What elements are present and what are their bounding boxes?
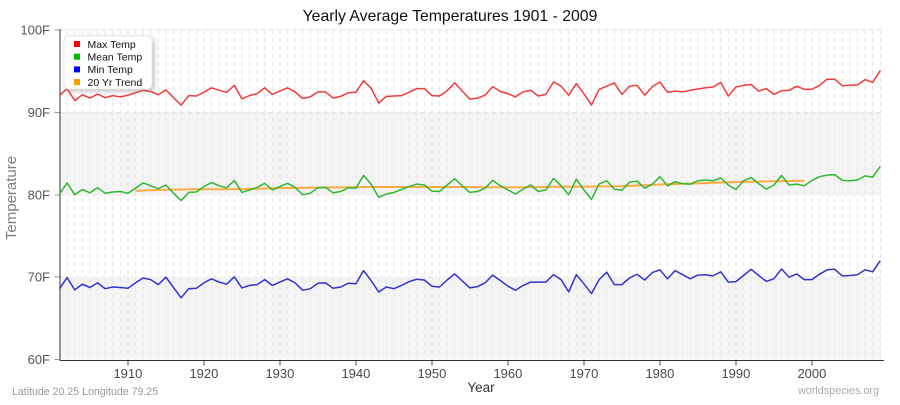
svg-text:1950: 1950 [417,366,446,381]
svg-text:1930: 1930 [265,366,294,381]
svg-text:70F: 70F [28,270,50,285]
svg-text:Temperature: Temperature [3,156,20,240]
svg-text:Mean Temp: Mean Temp [88,52,143,64]
svg-text:1980: 1980 [645,366,674,381]
svg-text:1920: 1920 [189,366,218,381]
svg-text:2000: 2000 [797,366,826,381]
svg-text:1910: 1910 [113,366,142,381]
svg-text:1960: 1960 [493,366,522,381]
svg-text:Min Temp: Min Temp [88,64,133,76]
svg-text:1970: 1970 [569,366,598,381]
svg-text:worldspecies.org: worldspecies.org [797,385,879,397]
svg-text:1990: 1990 [721,366,750,381]
svg-text:Latitude 20.25 Longitude 79.25: Latitude 20.25 Longitude 79.25 [12,386,158,398]
svg-text:Year: Year [467,380,495,395]
svg-text:20 Yr Trend: 20 Yr Trend [88,77,143,89]
svg-text:Max Temp: Max Temp [88,39,136,51]
svg-text:90F: 90F [28,105,50,120]
svg-text:60F: 60F [28,352,50,367]
svg-text:100F: 100F [20,23,50,38]
svg-text:Yearly Average Temperatures 19: Yearly Average Temperatures 1901 - 2009 [303,8,598,25]
svg-text:80F: 80F [28,187,50,202]
svg-text:1940: 1940 [341,366,370,381]
